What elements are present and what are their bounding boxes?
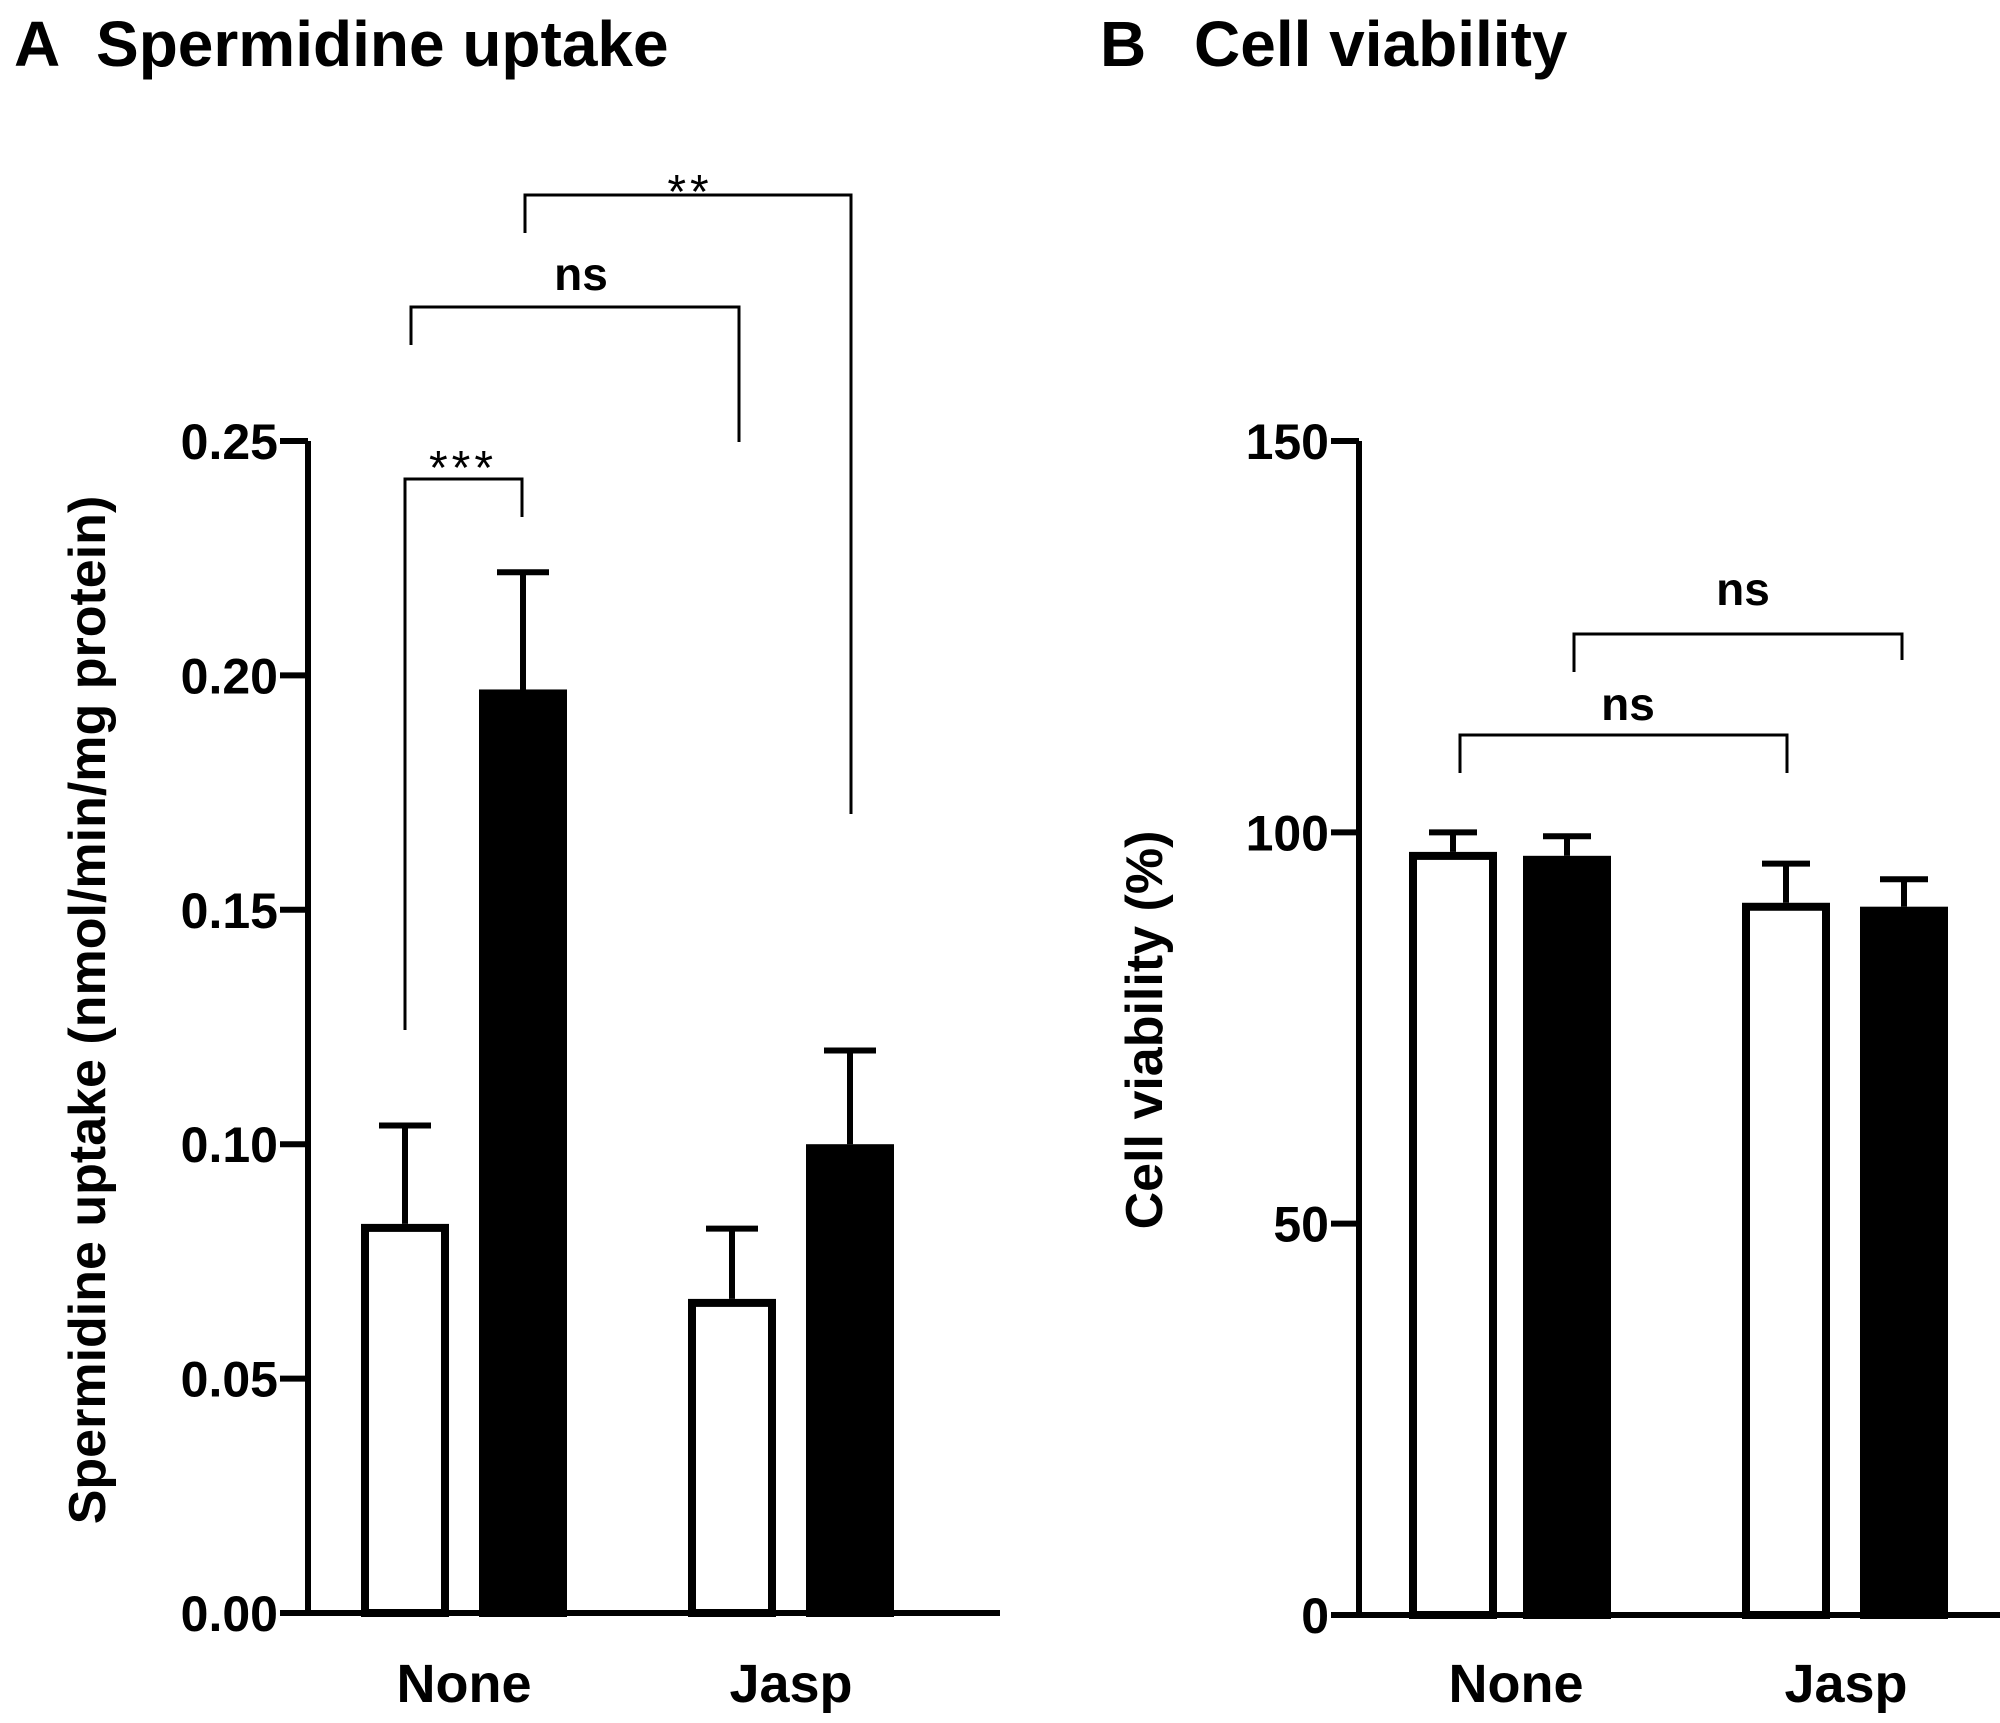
panel-a-error-bars <box>379 569 876 1299</box>
panel-b-y-tick-label: 0 <box>1301 1588 1329 1644</box>
panel-a-y-tick-label: 0.05 <box>181 1352 278 1408</box>
panel-b-significance-brackets: ns ns <box>1458 563 1904 773</box>
panel-a-bar-open <box>361 1223 449 1617</box>
panel-b-significance-label: ns <box>1601 678 1655 730</box>
panel-b-bar-filled <box>1860 906 1948 1619</box>
panel-b-bars <box>1409 851 1948 1619</box>
panel-a-category-labels: None Jasp <box>397 1654 853 1714</box>
panel-a-bars <box>361 689 894 1618</box>
panel-a-significance-label: ** <box>667 166 712 219</box>
panel-a-y-tick-label: 0.25 <box>181 414 278 470</box>
panel-a: A Spermidine uptake Spermidine uptake (n… <box>14 8 1000 1714</box>
panel-b-title: Cell viability <box>1194 8 1568 80</box>
panel-a-significance-bracket <box>523 193 853 814</box>
panel-a-significance-bracket <box>409 305 741 442</box>
panel-a-category-label: None <box>397 1654 532 1714</box>
panel-a-significance-brackets: *** ns ** <box>403 166 853 1030</box>
panel-b-bar-filled <box>1523 855 1611 1619</box>
panel-a-category-label: Jasp <box>729 1654 852 1714</box>
panel-b-significance-bracket <box>1458 733 1789 773</box>
panel-a-bar-filled <box>479 689 567 1617</box>
panel-a-significance-label: ns <box>554 248 608 300</box>
panel-b-category-label: None <box>1449 1654 1584 1714</box>
panel-b-significance-label: ns <box>1716 563 1770 615</box>
panel-a-y-tick-label: 0.00 <box>181 1586 278 1642</box>
panel-b: B Cell viability Cell viability (%) 0 50 1… <box>1100 8 2000 1714</box>
panel-b-error-bars <box>1429 829 1928 907</box>
panel-b-bar-open <box>1409 851 1497 1619</box>
panel-a-y-axis-label: Spermidine uptake (nmol/min/mg protein) <box>59 496 117 1525</box>
panel-b-y-tick-label: 150 <box>1246 414 1329 470</box>
panel-a-y-tick-label: 0.20 <box>181 648 278 704</box>
panel-b-category-label: Jasp <box>1784 1654 1907 1714</box>
panel-a-significance-label: *** <box>429 442 497 495</box>
panel-a-y-tick-label: 0.10 <box>181 1117 278 1173</box>
panel-a-letter: A <box>14 8 60 80</box>
panel-a-significance-bracket <box>403 477 524 1030</box>
panel-a-y-tick-label: 0.15 <box>181 883 278 939</box>
panel-a-title: Spermidine uptake <box>96 8 669 80</box>
panel-a-y-axis: 0.00 0.05 0.10 0.15 0.20 0.25 <box>181 414 1000 1642</box>
panel-b-bar-open <box>1742 902 1830 1619</box>
panel-b-y-axis-label: Cell viability (%) <box>1116 831 1174 1230</box>
panel-b-category-labels: None Jasp <box>1449 1654 1908 1714</box>
panel-a-bar-filled <box>806 1144 894 1617</box>
panel-b-y-tick-label: 50 <box>1273 1197 1329 1253</box>
panel-b-y-tick-label: 100 <box>1246 805 1329 861</box>
panel-b-significance-bracket <box>1572 632 1904 672</box>
panel-a-bar-open <box>688 1298 776 1618</box>
panel-b-letter: B <box>1100 8 1146 80</box>
